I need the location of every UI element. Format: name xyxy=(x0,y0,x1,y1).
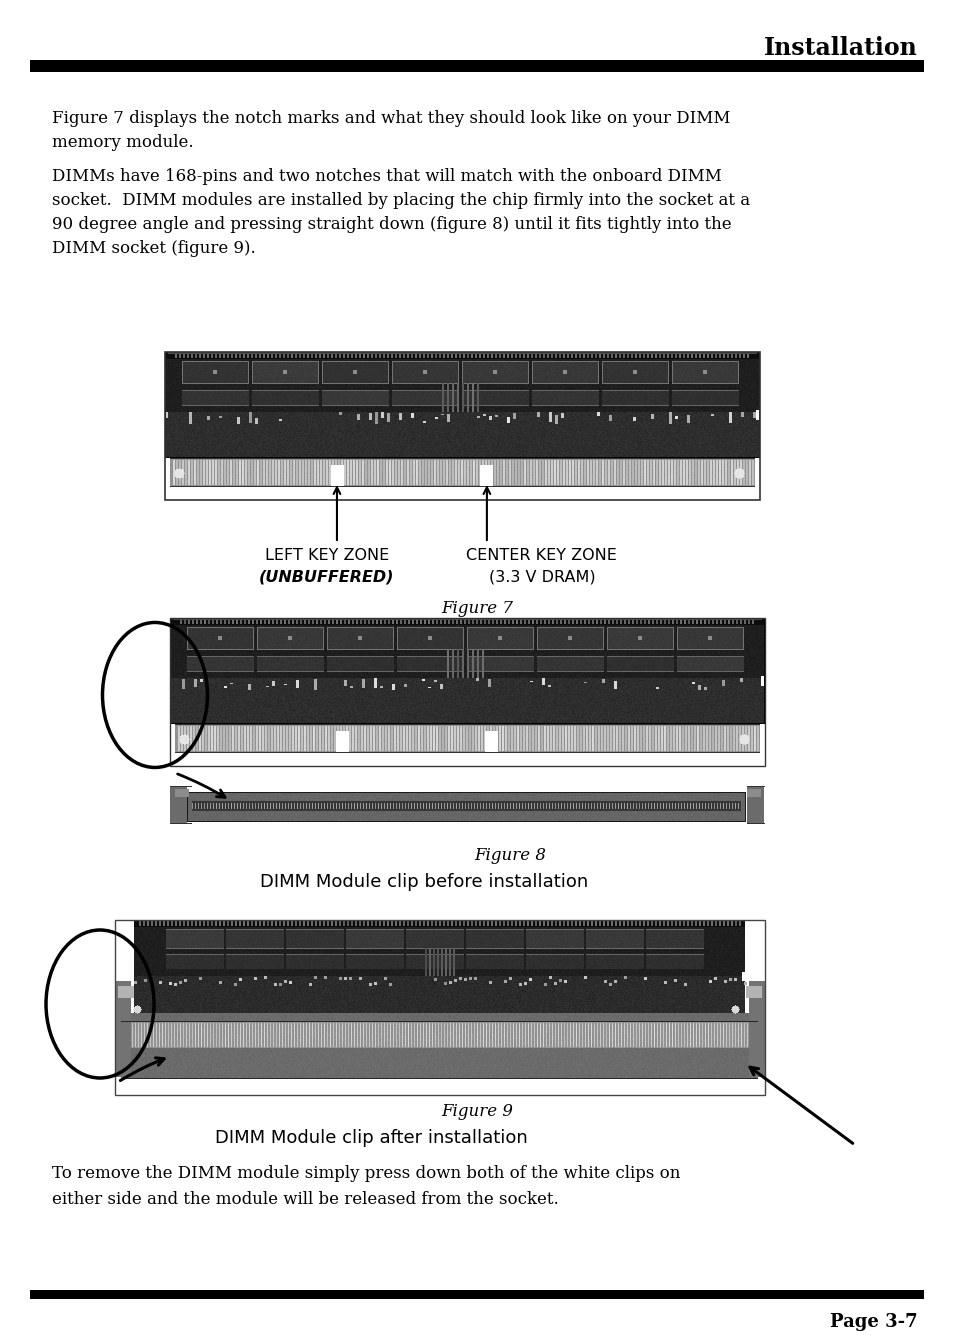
Bar xyxy=(30,60,923,72)
Text: DIMM Module clip after installation: DIMM Module clip after installation xyxy=(214,1129,527,1148)
Text: DIMMs have 168-pins and two notches that will match with the onboard DIMM
socket: DIMMs have 168-pins and two notches that… xyxy=(52,168,749,258)
Bar xyxy=(170,619,764,766)
Bar xyxy=(30,1291,923,1299)
Text: Figure 9: Figure 9 xyxy=(440,1104,513,1120)
Text: Figure 7: Figure 7 xyxy=(440,600,513,617)
Text: DIMM Module clip before installation: DIMM Module clip before installation xyxy=(260,872,588,891)
Text: Figure 8: Figure 8 xyxy=(474,847,545,864)
Text: LEFT KEY ZONE: LEFT KEY ZONE xyxy=(265,548,389,562)
Text: CENTER KEY ZONE: CENTER KEY ZONE xyxy=(466,548,617,562)
Text: (UNBUFFERED): (UNBUFFERED) xyxy=(259,570,395,585)
Text: Installation: Installation xyxy=(763,36,917,60)
Text: Page 3-7: Page 3-7 xyxy=(829,1313,917,1331)
Bar xyxy=(115,921,764,1096)
Text: (3.3 V DRAM): (3.3 V DRAM) xyxy=(488,570,595,585)
Bar xyxy=(165,351,760,500)
Text: To remove the DIMM module simply press down both of the white clips on
either si: To remove the DIMM module simply press d… xyxy=(52,1165,679,1208)
Text: Figure 7 displays the notch marks and what they should look like on your DIMM
me: Figure 7 displays the notch marks and wh… xyxy=(52,110,730,151)
